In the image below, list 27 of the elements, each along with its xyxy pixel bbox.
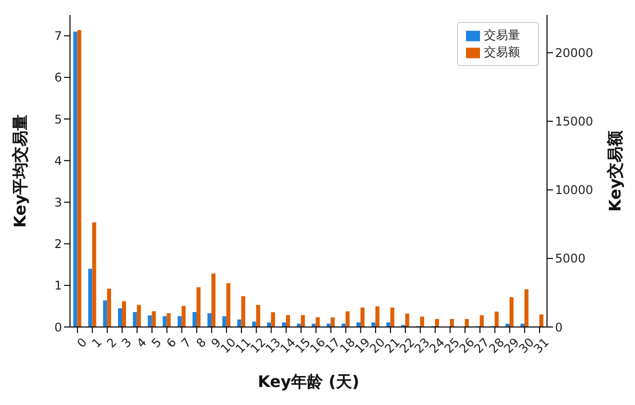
y-tick-label: 1 xyxy=(54,278,62,293)
y-tick-label: 4 xyxy=(54,154,62,168)
y-tick-label: 0 xyxy=(54,320,62,334)
y-tick-label: 3 xyxy=(54,195,62,210)
y-tick-label: 6 xyxy=(54,70,62,85)
y-tick-label: 7 xyxy=(54,29,62,44)
y2-tick-label: 15000 xyxy=(555,114,594,129)
x-tick-label: 4 xyxy=(134,335,150,351)
y-tick-label: 5 xyxy=(54,112,62,126)
y2-tick-label: 5000 xyxy=(555,252,586,266)
x-tick-label: 5 xyxy=(148,335,164,351)
x-axis-title: Key年龄 (天) xyxy=(258,372,360,391)
x-tick-label: 3 xyxy=(119,335,134,351)
y2-tick-label: 10000 xyxy=(555,183,594,198)
x-tick-label: 7 xyxy=(178,335,194,351)
x-tick-label: 8 xyxy=(194,335,209,351)
x-tick-label: 0 xyxy=(74,335,90,351)
x-tick-label: 6 xyxy=(164,335,180,351)
y-tick-label: 2 xyxy=(54,237,62,252)
y2-axis-title: Key交易额 xyxy=(606,129,625,212)
y2-tick-label: 20000 xyxy=(555,46,594,60)
legend-label: 交易量 xyxy=(484,28,520,42)
legend-label: 交易额 xyxy=(484,45,520,59)
y-axis-title: Key平均交易量 xyxy=(10,114,30,228)
y2-tick-label: 0 xyxy=(555,320,563,334)
x-tick-label: 2 xyxy=(104,335,120,351)
x-tick-label: 1 xyxy=(89,335,105,351)
